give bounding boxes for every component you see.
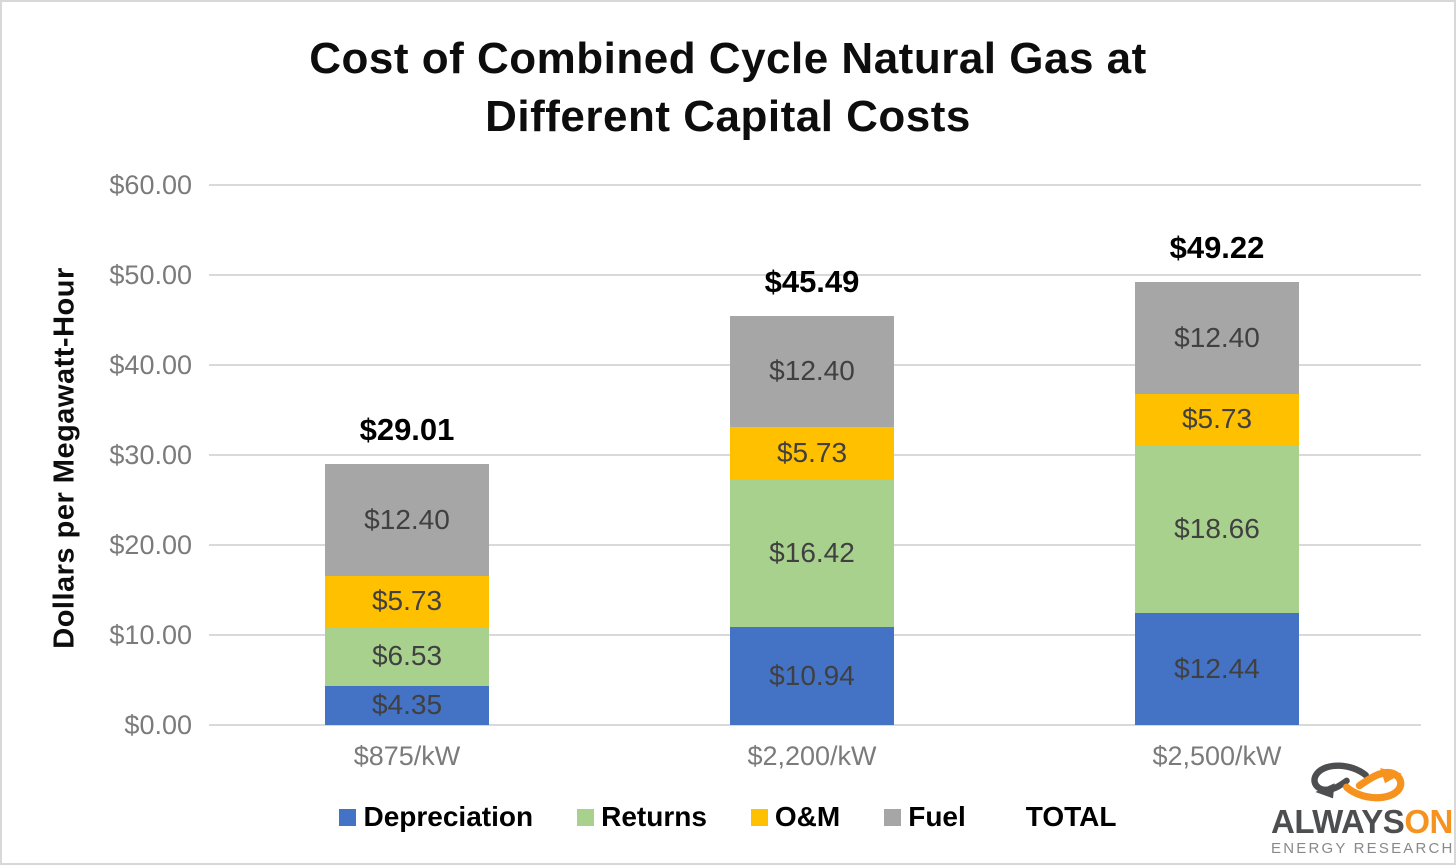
logo-text-always: ALWAYS (1271, 803, 1405, 840)
logo-text-on: ON (1404, 803, 1453, 840)
legend-swatch (577, 808, 595, 826)
logo-subtitle: ENERGY RESEARCH (1271, 840, 1455, 857)
segment-value-label: $10.94 (769, 659, 855, 691)
chart-title-line1: Cost of Combined Cycle Natural Gas at (309, 34, 1147, 83)
y-tick-label: $0.00 (124, 710, 192, 740)
total-label: $45.49 (764, 263, 860, 299)
legend-item-total: TOTAL (1026, 801, 1117, 833)
bar-segment-o-m: $5.73 (1135, 393, 1299, 446)
segment-value-label: $5.73 (776, 437, 848, 468)
total-label: $29.01 (359, 411, 455, 447)
bar-segment-depreciation: $4.35 (325, 685, 489, 725)
y-tick-label: $50.00 (109, 260, 192, 290)
segment-value-label: $6.53 (371, 640, 443, 672)
bar-1: $4.35 $6.53 $5.73 $12.40 $29.01 (325, 412, 489, 725)
x-tick-label: $2,200/kW (747, 741, 877, 771)
segment-value-label: $5.73 (371, 585, 443, 617)
chart-title: Cost of Combined Cycle Natural Gas at Di… (2, 30, 1454, 146)
legend-item-depreciation: Depreciation (339, 801, 533, 833)
y-tick-label: $20.00 (109, 530, 192, 560)
segment-value-label: $12.44 (1174, 653, 1260, 685)
gridline (209, 274, 1421, 276)
total-label: $49.22 (1169, 229, 1265, 265)
y-tick-label: $40.00 (109, 350, 192, 380)
legend-swatch (339, 808, 357, 826)
bar-2: $10.94 $16.42 $5.73 $12.40 $45.49 (730, 264, 894, 725)
legend-item-o-m: O&M (750, 801, 841, 833)
legend-label: Depreciation (363, 801, 534, 832)
legend-label: O&M (774, 801, 841, 832)
bar-segment-o-m: $5.73 (730, 427, 894, 479)
y-tick-label: $10.00 (109, 620, 192, 650)
bar-segment-depreciation: $12.44 (1135, 613, 1299, 725)
bar-segment-o-m: $5.73 (325, 575, 489, 628)
logo-wordmark: ALWAYSON (1271, 803, 1453, 840)
gridline (209, 724, 1421, 726)
legend-item-returns: Returns (577, 801, 707, 833)
x-tick-label: $2,500/kW (1152, 741, 1282, 771)
legend-label: TOTAL (1025, 801, 1117, 832)
bar-segment-returns: $16.42 (730, 478, 894, 627)
alwayson-logo: ALWAYSON ENERGY RESEARCH (1271, 760, 1455, 859)
plot-area: $4.35 $6.53 $5.73 $12.40 $29.01 $875/kW $10.94… (209, 184, 1421, 771)
legend-label: Fuel (908, 801, 966, 832)
legend-swatch (884, 808, 902, 826)
bar-segment-fuel: $12.40 (1135, 281, 1299, 394)
legend-label: Returns (601, 801, 707, 832)
gridline (209, 184, 1421, 186)
segment-value-label: $5.73 (1181, 403, 1253, 435)
bar-segment-depreciation: $10.94 (730, 626, 894, 725)
legend-swatch (750, 808, 768, 826)
legend-item-fuel: Fuel (884, 801, 966, 833)
bar-segment-fuel: $12.40 (325, 463, 489, 576)
bar-segment-fuel: $12.40 (730, 315, 894, 428)
bar-3: $12.44 $18.66 $5.73 $12.40 $49.22 (1135, 230, 1299, 725)
x-tick-label: $875/kW (353, 741, 461, 771)
segment-value-label: $12.40 (1174, 321, 1260, 353)
bar-segment-returns: $6.53 (325, 627, 489, 686)
y-tick-label: $60.00 (109, 170, 192, 200)
segment-value-label: $16.42 (769, 536, 855, 568)
chart-title-line2: Different Capital Costs (485, 92, 971, 141)
bar-segment-returns: $18.66 (1135, 445, 1299, 614)
segment-value-label: $4.35 (371, 689, 443, 721)
segment-value-label: $12.40 (364, 503, 450, 535)
y-tick-label: $30.00 (109, 440, 192, 470)
segment-value-label: $12.40 (769, 355, 855, 387)
legend: Depreciation Returns O&M Fuel TOTAL (2, 801, 1454, 833)
segment-value-label: $18.66 (1174, 513, 1260, 545)
infinity-swoosh-icon (1311, 762, 1405, 802)
